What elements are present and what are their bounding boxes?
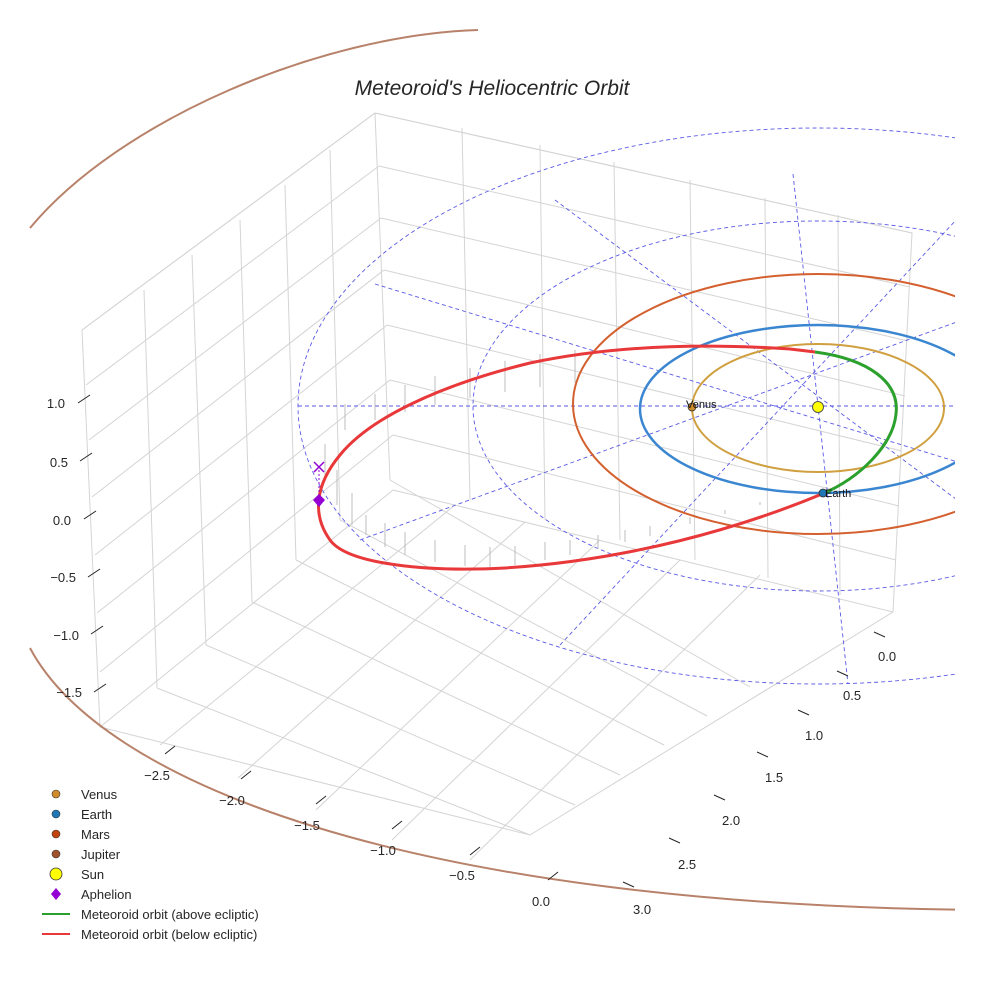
earth-marker bbox=[818, 488, 828, 498]
y-tick-label: 0.0 bbox=[878, 649, 896, 664]
meteoroid-orbit-above-ecliptic bbox=[814, 350, 898, 496]
legend-label: Meteoroid orbit (above ecliptic) bbox=[81, 907, 259, 922]
legend-label: Venus bbox=[81, 787, 118, 802]
x-tick-label: −1.5 bbox=[294, 818, 320, 833]
legend: Venus Earth Mars Jupiter Sun Aphelion Me… bbox=[42, 787, 259, 942]
earth-orbit bbox=[638, 323, 955, 495]
y-tick-label: 1.0 bbox=[805, 728, 823, 743]
sun-marker bbox=[812, 401, 824, 413]
legend-sun-marker bbox=[49, 867, 63, 881]
reference-radial-2 bbox=[554, 199, 955, 499]
x-tick-label: −0.5 bbox=[449, 868, 475, 883]
z-axis: 1.0 0.5 0.0 −0.5 −1.0 −1.5 bbox=[47, 394, 107, 700]
x-tick-label: −1.0 bbox=[370, 843, 396, 858]
axes-panes bbox=[81, 112, 913, 861]
legend-mars-marker bbox=[51, 829, 61, 839]
aphelion-projection-x-icon bbox=[313, 461, 325, 473]
z-tick-label: 0.0 bbox=[53, 513, 71, 528]
reference-radial-4 bbox=[359, 322, 955, 541]
back-wall-grid bbox=[81, 112, 913, 861]
y-axis: 0.0 0.5 1.0 1.5 2.0 2.5 3.0 bbox=[622, 631, 896, 917]
legend-aphelion-diamond-icon bbox=[51, 888, 61, 900]
y-tick-label: 1.5 bbox=[765, 770, 783, 785]
venus-label: Venus bbox=[686, 399, 717, 411]
legend-jupiter-marker bbox=[51, 849, 61, 859]
y-tick-label: 2.0 bbox=[722, 813, 740, 828]
z-tick-label: 1.0 bbox=[47, 396, 65, 411]
y-tick-label: 3.0 bbox=[633, 902, 651, 917]
x-tick-label: −2.5 bbox=[144, 768, 170, 783]
bodies: Venus Earth bbox=[686, 399, 851, 500]
z-tick-label: −0.5 bbox=[50, 570, 76, 585]
legend-label: Earth bbox=[81, 807, 112, 822]
venus-marker bbox=[687, 402, 697, 412]
legend-label: Jupiter bbox=[81, 847, 121, 862]
legend-label: Aphelion bbox=[81, 887, 132, 902]
z-tick-label: −1.5 bbox=[56, 685, 82, 700]
mars-orbit bbox=[572, 273, 955, 535]
z-tick-label: 0.5 bbox=[50, 455, 68, 470]
reference-radial-1 bbox=[792, 173, 849, 685]
z-tick-label: −1.0 bbox=[53, 628, 79, 643]
x-axis: −2.5 −2.0 −1.5 −1.0 −0.5 0.0 bbox=[144, 745, 559, 909]
legend-venus-marker bbox=[51, 789, 61, 799]
x-tick-label: 0.0 bbox=[532, 894, 550, 909]
reference-circle-inner bbox=[472, 220, 955, 592]
earth-label: Earth bbox=[825, 488, 851, 500]
legend-earth-marker bbox=[51, 809, 61, 819]
meteoroid-orbit-below-ecliptic bbox=[317, 344, 823, 571]
legend-label: Meteoroid orbit (below ecliptic) bbox=[81, 927, 257, 942]
aphelion bbox=[313, 461, 325, 507]
legend-label: Sun bbox=[81, 867, 104, 882]
x-tick-label: −2.0 bbox=[219, 793, 245, 808]
legend-label: Mars bbox=[81, 827, 110, 842]
chart-title: Meteoroid's Heliocentric Orbit bbox=[355, 77, 631, 100]
jupiter-orbit bbox=[29, 29, 955, 911]
reference-radial-5 bbox=[559, 220, 955, 646]
reference-radial-3 bbox=[374, 283, 955, 462]
reference-grid bbox=[297, 127, 955, 685]
y-tick-label: 0.5 bbox=[843, 688, 861, 703]
y-tick-label: 2.5 bbox=[678, 857, 696, 872]
aphelion-diamond-icon bbox=[313, 494, 325, 507]
